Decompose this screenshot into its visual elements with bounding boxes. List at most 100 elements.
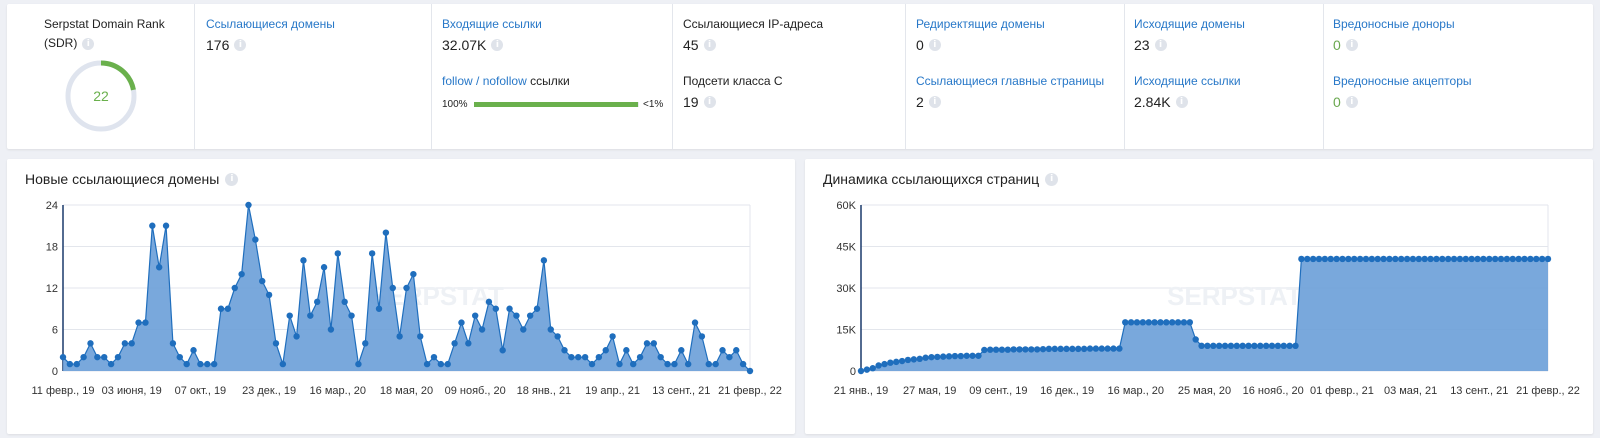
malicious-donors-link[interactable]: Вредоносные доноры <box>1333 17 1455 31</box>
data-point <box>80 353 87 361</box>
x-tick-label: 11 февр., 19 <box>31 385 94 397</box>
data-point <box>602 347 609 354</box>
outgoing-block: Исходящие домены 23 i Исходящие ссылки 2.… <box>1124 4 1323 149</box>
backlinks-value: 32.07K i <box>442 36 504 54</box>
data-point <box>1439 255 1446 263</box>
data-point <box>1122 319 1129 326</box>
data-point <box>1386 255 1393 263</box>
data-point <box>898 357 906 365</box>
info-icon[interactable]: i <box>225 172 239 186</box>
info-icon[interactable]: i <box>1345 96 1358 108</box>
data-point <box>94 353 101 361</box>
malicious-acceptors-link[interactable]: Вредоносные акцепторы <box>1333 74 1472 88</box>
ref-pages-dynamics-chart-card: Динамика ссылающихся страниц i 0 15K 30K 45K… <box>805 159 1593 434</box>
main-pages-link[interactable]: Ссылающиеся главные страницы <box>916 74 1105 88</box>
data-point <box>934 353 941 361</box>
data-point <box>389 284 396 292</box>
ref-domains-link[interactable]: Ссылающиеся домены <box>206 17 335 31</box>
data-point <box>197 360 204 368</box>
x-tick-label: 09 сент., 19 <box>969 385 1027 397</box>
data-point <box>1204 342 1211 350</box>
data-point <box>643 340 651 347</box>
data-point <box>975 352 982 359</box>
data-point <box>1450 255 1458 263</box>
data-point <box>1351 255 1358 263</box>
data-point <box>1133 319 1141 326</box>
data-point <box>300 257 307 264</box>
data-point <box>1104 345 1111 352</box>
info-icon[interactable]: i <box>234 39 247 51</box>
data-point <box>1380 255 1387 263</box>
data-point <box>87 340 94 347</box>
ref-domains-block: Ссылающиеся домены 176 i <box>194 4 431 149</box>
info-icon[interactable]: i <box>1345 39 1358 51</box>
info-icon[interactable]: i <box>928 96 941 108</box>
data-point <box>1233 342 1240 350</box>
follow-nofollow-label: follow / nofollow ссылки <box>442 74 570 88</box>
data-point <box>1444 255 1452 263</box>
data-point <box>231 284 238 292</box>
outgoing-domains-value: 23 i <box>1134 36 1167 54</box>
data-point <box>1145 319 1152 326</box>
data-point <box>1456 255 1464 263</box>
x-tick-label: 16 мар., 20 <box>1108 385 1165 397</box>
data-point <box>1239 342 1246 350</box>
data-point <box>279 360 287 368</box>
data-point <box>437 360 445 368</box>
data-point <box>712 360 719 368</box>
ref-pages-dynamics-chart[interactable]: 0 15K 30K 45K 60K SERPSTAT 21 янв., 19 27 мая, … <box>805 159 1593 434</box>
data-point <box>1198 342 1205 350</box>
data-point <box>1480 255 1487 263</box>
data-point <box>657 353 664 361</box>
data-point <box>1004 346 1011 353</box>
follow-ratio-fill <box>474 102 639 107</box>
x-tick-label: 21 февр., 22 <box>1516 385 1580 397</box>
outgoing-links-link[interactable]: Исходящие ссылки <box>1134 74 1241 88</box>
data-point <box>410 270 417 278</box>
info-icon[interactable]: i <box>1175 96 1188 108</box>
data-point <box>1098 345 1105 352</box>
watermark: SERPSTAT <box>1167 281 1302 311</box>
nofollow-link[interactable]: nofollow <box>482 74 527 88</box>
data-point <box>1315 255 1323 263</box>
y-tick-label: 0 <box>850 366 856 378</box>
data-point <box>547 326 554 333</box>
data-point <box>928 353 935 361</box>
info-icon[interactable]: i <box>703 96 716 108</box>
info-icon[interactable]: i <box>928 39 941 51</box>
outgoing-domains-link[interactable]: Исходящие домены <box>1134 17 1245 31</box>
data-point <box>272 340 280 347</box>
data-point <box>1309 255 1317 263</box>
data-point <box>1274 342 1282 350</box>
data-point <box>575 353 582 361</box>
metrics-panel: Serpstat Domain Rank (SDR) i 22 Ссылающие… <box>7 4 1593 149</box>
info-icon[interactable]: i <box>1154 39 1167 51</box>
data-point <box>1069 345 1076 353</box>
data-point <box>101 353 108 361</box>
data-point <box>190 347 197 354</box>
y-tick-label: 6 <box>52 325 58 337</box>
info-icon[interactable]: i <box>703 39 716 51</box>
info-icon[interactable]: i <box>1045 172 1059 186</box>
subnets-label: Подсети класса С <box>683 74 783 88</box>
follow-link[interactable]: follow <box>442 74 473 88</box>
data-point <box>307 312 314 319</box>
x-tick-label: 01 февр., 21 <box>1310 385 1374 397</box>
info-icon[interactable]: i <box>491 39 504 51</box>
redirect-domains-link[interactable]: Редиректящие домены <box>916 17 1045 31</box>
backlinks-link[interactable]: Входящие ссылки <box>442 17 542 31</box>
x-tick-label: 03 мая, 21 <box>1384 385 1437 397</box>
data-point <box>733 347 740 354</box>
info-icon[interactable]: i <box>82 37 95 50</box>
data-point <box>691 319 699 326</box>
data-point <box>135 319 142 326</box>
data-point <box>252 236 259 243</box>
data-point <box>1033 346 1041 353</box>
new-ref-domains-chart-card: Новые ссылающиеся домены i 0 6 12 18 24 SERPST… <box>7 159 795 434</box>
data-point <box>1028 346 1035 353</box>
x-tick-label: 16 нояб., 20 <box>1243 385 1304 397</box>
